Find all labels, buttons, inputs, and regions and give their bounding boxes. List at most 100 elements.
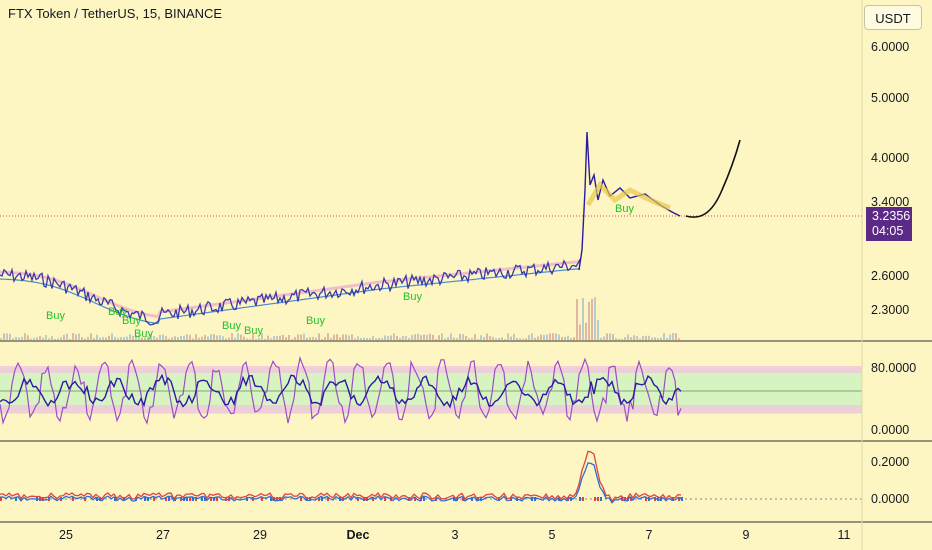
volume-bar (225, 338, 227, 340)
volume-bar (612, 334, 614, 340)
volume-bar (309, 337, 311, 340)
volume-bar (525, 338, 527, 340)
volume-bar (396, 335, 398, 340)
volume-bar (381, 338, 383, 340)
volume-bar (147, 336, 149, 340)
volume-bar (27, 335, 29, 340)
volume-bar (33, 338, 35, 340)
buy-signal-label: Buy (403, 291, 422, 303)
volume-bar (462, 334, 464, 340)
volume-bar (660, 337, 662, 340)
momentum-bar (534, 497, 536, 501)
volume-bar (492, 336, 494, 340)
volume-bar (627, 334, 629, 340)
momentum-bar (186, 497, 188, 501)
volume-bar (447, 337, 449, 340)
volume-bar (219, 335, 221, 340)
volume-bar (357, 336, 359, 340)
oscillator-upper-zone (0, 366, 862, 373)
oscillator-slow (0, 373, 682, 409)
price-label-5: 5.0000 (871, 91, 910, 105)
volume-bar (516, 338, 518, 340)
oscillator-fast (0, 355, 682, 425)
volume-bar (15, 336, 17, 340)
volume-bar (348, 335, 350, 340)
volume-bar (615, 337, 617, 340)
momentum-bar (168, 497, 170, 501)
volume-bar (486, 333, 488, 340)
symbol-title: FTX Token / TetherUS, 15, BINANCE (8, 6, 223, 21)
buy-signal-label: Buy (306, 315, 325, 327)
volume-bar (432, 334, 434, 340)
momentum-bar (147, 497, 149, 501)
buy-signal-label: Buy (122, 315, 141, 327)
volume-bar (114, 336, 116, 340)
volume-bar (603, 336, 605, 340)
time-label-29: 29 (253, 528, 267, 542)
momentum-bar (414, 497, 416, 501)
volume-bar (48, 338, 50, 340)
momentum-bar (645, 497, 647, 501)
momentum-bar (600, 497, 602, 501)
momentum-bar (363, 497, 365, 501)
volume-bar (165, 336, 167, 340)
volume-bar (489, 335, 491, 340)
volume-bar (141, 337, 143, 340)
volume-bar (594, 297, 596, 340)
volume-bar (57, 338, 59, 340)
volume-bar (585, 322, 587, 340)
price-label-2-6: 2.6000 (871, 269, 910, 283)
volume-bar (36, 337, 38, 340)
volume-bars (0, 297, 680, 340)
volume-bar (132, 335, 134, 340)
volume-bar (468, 338, 470, 340)
volume-bar (87, 336, 89, 340)
volume-bar (648, 335, 650, 340)
momentum-bar (123, 497, 125, 501)
momentum-bar (144, 497, 146, 501)
volume-bar (303, 333, 305, 340)
volume-bar (96, 334, 98, 340)
volume-bar (0, 338, 2, 340)
volume-bar (210, 334, 212, 340)
volume-bar (639, 338, 641, 340)
volume-bar (537, 336, 539, 340)
volume-bar (543, 334, 545, 340)
volume-bar (528, 335, 530, 340)
volume-bar (60, 337, 62, 340)
volume-bar (90, 333, 92, 340)
volume-bar (429, 333, 431, 340)
volume-bar (456, 338, 458, 340)
momentum-bar (366, 497, 368, 501)
momentum-line-red (0, 450, 682, 503)
momentum-bar (384, 497, 386, 501)
volume-bar (555, 333, 557, 340)
volume-bar (417, 333, 419, 340)
volume-bar (102, 337, 104, 340)
volume-bar (375, 338, 377, 340)
time-label-3: 3 (451, 528, 459, 542)
volume-bar (294, 337, 296, 340)
volume-bar (420, 335, 422, 340)
volume-bar (501, 337, 503, 340)
volume-bar (201, 336, 203, 340)
volume-bar (519, 338, 521, 340)
volume-bar (258, 337, 260, 340)
volume-bar (84, 338, 86, 340)
momentum-bar (72, 497, 74, 501)
volume-bar (3, 333, 5, 340)
volume-bar (198, 337, 200, 340)
momentum-bar (261, 497, 263, 501)
momentum-bar (477, 497, 479, 501)
volume-bar (495, 338, 497, 340)
volume-bar (135, 334, 137, 340)
momentum-bar (327, 497, 329, 501)
volume-bar (642, 336, 644, 340)
momentum-bar (201, 497, 203, 501)
momentum-bar (42, 497, 44, 501)
currency-button[interactable]: USDT (864, 5, 922, 30)
volume-bar (435, 338, 437, 340)
volume-bar (207, 336, 209, 340)
volume-bar (126, 336, 128, 340)
